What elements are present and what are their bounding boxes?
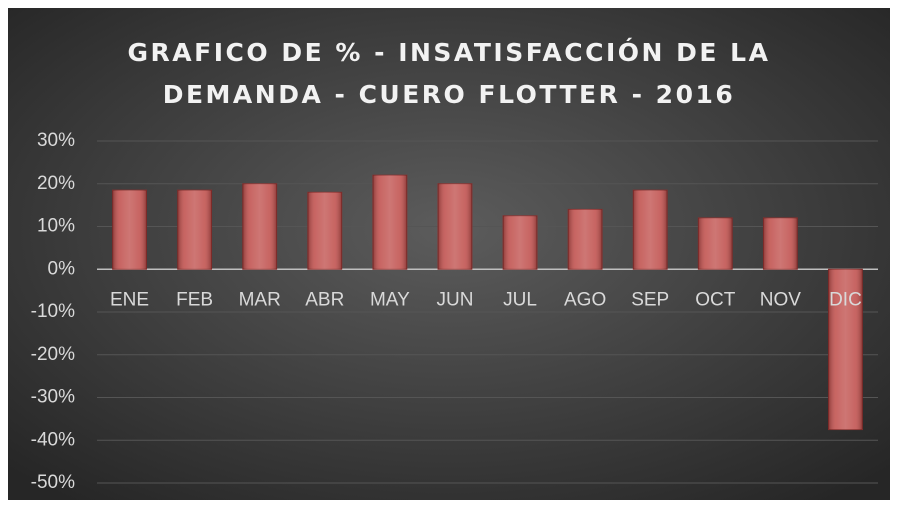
chart: -50% -40% -30% -20% -10% 0% 10% 20% 30% ENE FEB MAR… [8, 8, 890, 500]
x-tick-label: MAR [239, 289, 281, 310]
bar [437, 183, 473, 270]
x-tick-label: OCT [695, 289, 736, 310]
y-tick-label: -30% [31, 387, 75, 408]
x-tick-label: JUN [436, 289, 473, 310]
bar [177, 189, 213, 270]
bar [372, 174, 408, 270]
x-tick-label: DIC [829, 289, 862, 310]
y-tick-label: -50% [31, 472, 75, 493]
grid [97, 140, 878, 484]
bar [632, 189, 668, 270]
x-tick-label: ENE [110, 289, 149, 310]
bar [242, 183, 278, 270]
chart-frame: -50% -40% -30% -20% -10% 0% 10% 20% 30% ENE FEB MAR… [8, 8, 890, 500]
chart-title: GRAFICO DE % - INSATISFACCIÓN DE LA DEMA… [127, 38, 771, 109]
bar [307, 191, 343, 270]
y-tick-label: 0% [48, 258, 76, 279]
y-tick-label: -40% [31, 429, 75, 450]
bar [762, 217, 798, 270]
y-tick-label: -10% [31, 301, 75, 322]
y-tick-label: -20% [31, 344, 75, 365]
x-tick-label: FEB [176, 289, 213, 310]
y-tick-label: 20% [37, 173, 75, 194]
x-tick-label: SEP [631, 289, 669, 310]
x-tick-label: MAY [370, 289, 410, 310]
x-tick-label: NOV [760, 289, 802, 310]
y-tick-label: 30% [37, 130, 75, 151]
bar [567, 208, 603, 270]
bar [502, 215, 538, 270]
y-tick-label: 10% [37, 216, 75, 237]
bar [697, 217, 733, 270]
labels: -50% -40% -30% -20% -10% 0% 10% 20% 30% ENE FEB MAR… [31, 130, 862, 493]
x-tick-label: ABR [305, 289, 344, 310]
x-tick-label: AGO [564, 289, 606, 310]
x-tick-label: JUL [503, 289, 537, 310]
bar [112, 189, 147, 270]
